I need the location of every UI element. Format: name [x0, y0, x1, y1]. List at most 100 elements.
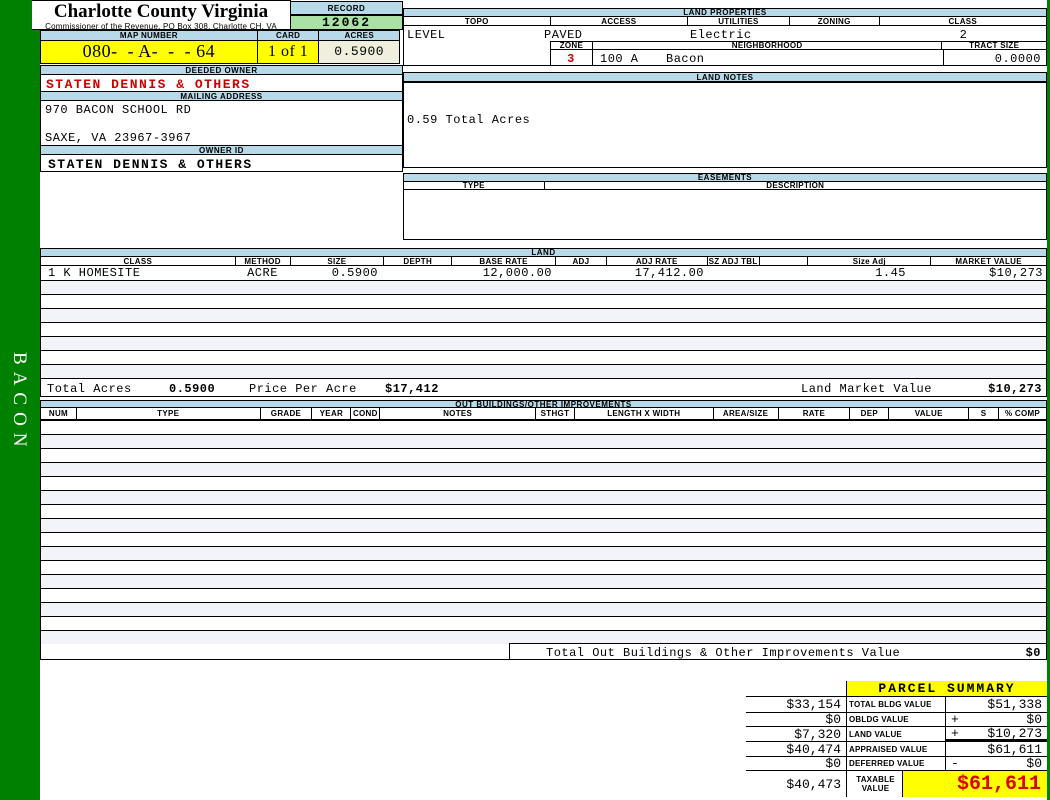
ob-grade-header: GRADE: [261, 408, 313, 419]
op: +: [951, 712, 959, 727]
tract-size-label: TRACT SIZE: [969, 42, 1020, 49]
access-value: PAVED: [544, 28, 583, 42]
card-value: 1 of 1: [257, 41, 320, 63]
empty-table-row: [41, 322, 1046, 336]
land-adj-header: ADJ: [556, 257, 607, 265]
map-card-acres-header: MAP NUMBER CARD ACRES: [40, 30, 400, 41]
obldg-value: $0: [1026, 712, 1042, 727]
taxable-value-label: TAXABLE VALUE: [847, 771, 903, 797]
land-class-header: CLASS: [41, 257, 236, 265]
empty-table-row: [41, 308, 1046, 322]
ob-value-header: VALUE: [889, 408, 970, 419]
ob-dep-header: DEP: [850, 408, 890, 419]
map-card-acres-values: 080- - A- - - 64 1 of 1 0.5900: [40, 41, 400, 64]
empty-table-row: [41, 546, 1046, 560]
class-value: 2: [959, 28, 968, 42]
land-size-value: 0.5900: [331, 266, 378, 280]
obldg-value-label: OBLDG VALUE: [847, 713, 946, 727]
land-notes-box: 0.59 Total Acres: [403, 82, 1047, 168]
empty-table-row: [41, 350, 1046, 364]
out-buildings-headers: NUM TYPE GRADE YEAR COND NOTES STHGT LEN…: [40, 408, 1047, 420]
tract-size-value: 0.0000: [994, 52, 1041, 66]
ob-rate-header: RATE: [779, 408, 851, 419]
summary-row-total-bldg: $33,154 TOTAL BLDG VALUE $51,338: [746, 697, 1047, 713]
ob-length-width-header: LENGTH X WIDTH: [575, 408, 714, 419]
land-base-rate-value: 12,000.00: [482, 266, 552, 280]
land-properties-title: LAND PROPERTIES: [403, 8, 1047, 17]
prior-land-value: $7,320: [746, 727, 847, 742]
land-method-header: METHOD: [236, 257, 291, 265]
deferred-value: $0: [1026, 756, 1042, 771]
empty-table-row: [41, 420, 1046, 434]
land-depth-header: DEPTH: [384, 257, 453, 265]
commissioner-line: Commissioner of the Revenue, PO Box 308,…: [45, 22, 277, 31]
ob-sthgt-header: STHGT: [536, 408, 575, 419]
zone-value: 3: [567, 52, 575, 66]
prior-appraised-value: $40,474: [746, 742, 847, 757]
out-buildings-total-value: $0: [1025, 646, 1041, 660]
empty-table-row: [41, 280, 1046, 294]
acres-label: ACRES: [319, 31, 399, 40]
empty-table-row: [41, 630, 1046, 644]
empty-table-row: [41, 560, 1046, 574]
county-title: Charlotte County Virginia: [53, 1, 269, 22]
empty-table-row: [41, 588, 1046, 602]
ob-year-header: YEAR: [312, 408, 352, 419]
land-adj-rate-header: ADJ RATE: [607, 257, 708, 265]
empty-table-row: [41, 434, 1046, 448]
total-bldg-value-label: TOTAL BLDG VALUE: [847, 697, 946, 713]
total-acres-value: 0.5900: [169, 382, 216, 396]
owner-id-label: OWNER ID: [40, 145, 403, 155]
land-notes-title: LAND NOTES: [403, 72, 1047, 82]
easements-headers: TYPE DESCRIPTION: [403, 182, 1047, 190]
acres-value: 0.5900: [319, 41, 399, 63]
land-class-value: 1 K HOMESITE: [48, 266, 141, 280]
empty-table-row: [41, 532, 1046, 546]
easement-type-label: TYPE: [404, 182, 545, 189]
land-base-rate-header: BASE RATE: [452, 257, 556, 265]
empty-table-row: [41, 602, 1046, 616]
summary-row-appraised: $40,474 APPRAISED VALUE $61,611: [746, 742, 1047, 757]
price-per-acre-value: $17,412: [385, 382, 439, 396]
neighborhood-vertical-label: BACON: [9, 352, 30, 454]
neighborhood-name: Bacon: [666, 52, 705, 66]
land-title: LAND: [40, 248, 1047, 257]
empty-table-row: [41, 448, 1046, 462]
topo-header: TOPO: [404, 17, 551, 25]
prior-deferred-value: $0: [746, 756, 847, 771]
empty-table-row: [41, 462, 1046, 476]
ob-notes-header: NOTES: [380, 408, 536, 419]
out-buildings-title: OUT BUILDINGS/OTHER IMPROVEMENTS: [40, 400, 1047, 409]
easement-description-label: DESCRIPTION: [766, 182, 825, 189]
land-data-row: 1 K HOMESITE ACRE 0.5900 12,000.00 17,41…: [40, 266, 1047, 280]
land-sz-adj-tbl-value: [708, 266, 760, 280]
zone-neighborhood-headers: ZONE NEIGHBORHOOD TRACT SIZE: [550, 41, 1047, 50]
land-headers: CLASS METHOD SIZE DEPTH BASE RATE ADJ AD…: [40, 257, 1047, 266]
land-market-value-header: MARKET VALUE: [955, 257, 1022, 265]
land-totals-row: Total Acres 0.5900 Price Per Acre $17,41…: [40, 378, 1047, 397]
parcel-summary-prior-blank: [746, 681, 847, 697]
summary-row-deferred: $0 DEFERRED VALUE - $0: [746, 756, 1047, 771]
land-depth-value: [384, 266, 452, 280]
utilities-header: UTILITIES: [688, 17, 790, 25]
ob-s-header: S: [969, 408, 1000, 419]
ob-area-size-header: AREA/SIZE: [714, 408, 779, 419]
parcel-summary-title: PARCEL SUMMARY: [847, 681, 1047, 697]
land-properties-headers: TOPO ACCESS UTILITIES ZONING CLASS: [403, 17, 1047, 26]
neighborhood-code: 100 A: [600, 52, 639, 66]
deferred-value-label: DEFERRED VALUE: [847, 757, 946, 771]
ob-cond-header: COND: [351, 408, 381, 419]
land-notes-text: 0.59 Total Acres: [407, 113, 531, 127]
land-size-adj-value: 1.45: [875, 266, 906, 280]
ob-type-header: TYPE: [77, 408, 261, 419]
out-buildings-total-row: Total Out Buildings & Other Improvements…: [509, 643, 1047, 660]
title-block: Charlotte County Virginia Commissioner o…: [32, 0, 291, 31]
owner-id-value: STATEN DENNIS & OTHERS: [48, 157, 253, 172]
ob-num-header: NUM: [41, 408, 77, 419]
map-number-value: 080- - A- - - 64: [41, 41, 258, 63]
empty-table-row: [41, 294, 1046, 308]
address-line1: 970 BACON SCHOOL RD: [45, 103, 192, 117]
price-per-acre-label: Price Per Acre: [249, 382, 357, 396]
easements-box: [403, 190, 1047, 240]
